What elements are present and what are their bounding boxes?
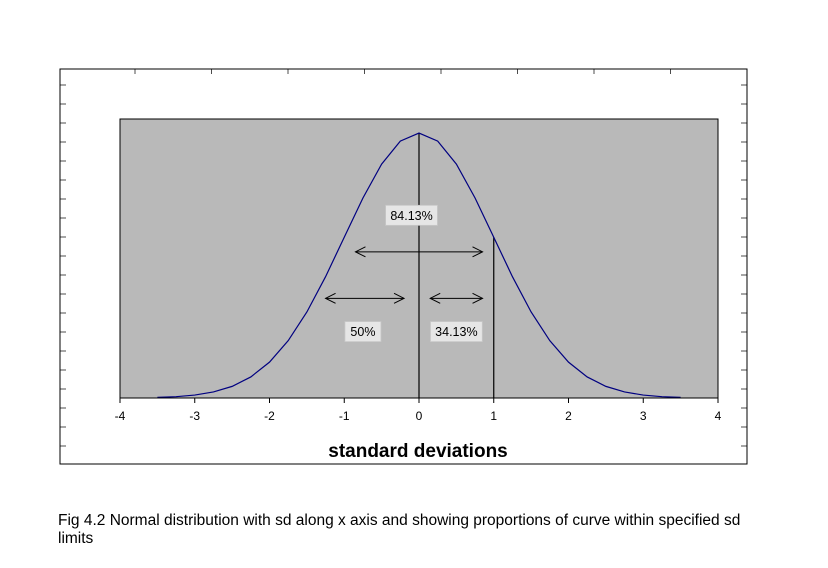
annotation-label: 34.13% [430,321,483,342]
annotation-text: 50% [350,325,375,339]
x-tick-label: -4 [115,409,126,423]
x-tick-label: -2 [264,409,275,423]
x-tick-label: -1 [339,409,350,423]
x-tick-label: 4 [715,409,722,423]
annotation-text: 84.13% [390,209,432,223]
x-tick-label: 2 [565,409,572,423]
x-tick-label: 3 [640,409,647,423]
double-arrow [429,292,484,304]
annotation-text: 34.13% [435,325,477,339]
double-arrow [324,292,406,304]
annotation-arrows [324,246,484,304]
annotation-labels: 84.13% 50% 34.13% [344,204,483,342]
x-tick-label: 0 [416,409,423,423]
x-tick-label: 1 [490,409,497,423]
sd-limit-lines [418,132,495,398]
double-arrow [354,246,484,258]
x-tick-label: -3 [189,409,200,423]
series-line-normal-curve [157,132,681,398]
figure-caption: Fig 4.2 Normal distribution with sd alon… [58,512,741,547]
annotation-label: 84.13% [385,204,438,226]
x-axis-title: standard deviations [328,441,508,462]
annotation-label: 50% [344,321,382,342]
frame-tick-marks [60,69,747,447]
x-axis-ticks: -4 -3 -2 -1 0 1 2 3 4 [115,398,722,423]
